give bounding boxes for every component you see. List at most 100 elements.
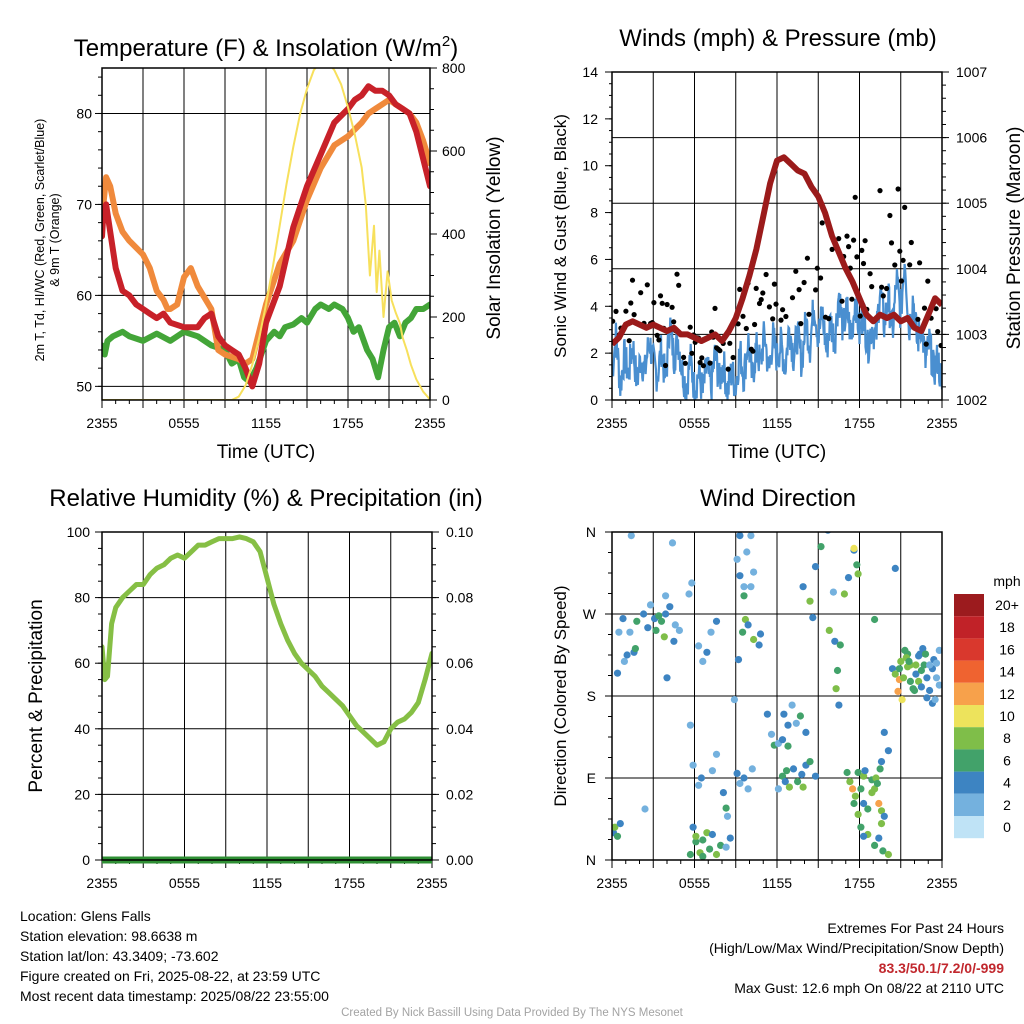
- y-right-axis-label: Station Pressure (Maroon): [1004, 127, 1024, 350]
- legend-label: 16: [999, 641, 1015, 657]
- y-right-tick-label: 800: [442, 60, 466, 76]
- legend-swatch: [954, 771, 984, 794]
- gust-point: [727, 340, 733, 346]
- recent-data-timestamp: Most recent data timestamp: 2025/08/22 2…: [20, 988, 329, 1004]
- y-tick-label: 80: [74, 590, 90, 606]
- direction-point: [895, 665, 904, 673]
- direction-point: [620, 657, 629, 666]
- direction-point: [873, 779, 882, 788]
- y-axis-label: Direction (Colored By Speed): [551, 585, 570, 806]
- x-tick-label: 2355: [416, 875, 447, 891]
- gust-point: [887, 212, 893, 219]
- x-tick-label: 0555: [679, 415, 710, 431]
- x-tick-label: 2355: [596, 875, 627, 891]
- y-right-tick-label: 1005: [956, 195, 987, 211]
- direction-point: [663, 674, 671, 682]
- y-right-tick-label: 0.08: [446, 590, 473, 606]
- direction-point: [888, 665, 897, 673]
- direction-point: [880, 728, 888, 737]
- gust-point: [888, 240, 895, 246]
- direction-point: [811, 563, 820, 571]
- gust-point: [717, 348, 723, 354]
- y-tick-label: W: [583, 606, 597, 622]
- direction-point: [615, 628, 623, 636]
- gust-point: [852, 194, 858, 200]
- gust-point: [623, 308, 629, 314]
- direction-point: [915, 652, 923, 660]
- direction-point: [692, 838, 700, 846]
- direction-point: [879, 847, 887, 855]
- direction-point: [809, 614, 817, 622]
- legend-swatch: [954, 727, 984, 750]
- gust-point: [895, 186, 901, 192]
- y-right-tick-label: 0.10: [446, 524, 473, 540]
- gust-point: [699, 355, 705, 361]
- direction-point: [798, 770, 806, 779]
- y-tick-label: 8: [590, 205, 598, 221]
- gust-point: [676, 282, 682, 288]
- gust-point: [756, 300, 763, 307]
- gust-point: [783, 313, 789, 320]
- x-tick-label: 1755: [844, 415, 875, 431]
- direction-point: [686, 850, 695, 859]
- direction-point: [781, 778, 789, 786]
- gust-point: [793, 268, 799, 274]
- direction-point: [668, 539, 677, 547]
- y-right-tick-label: 400: [442, 226, 466, 242]
- gust-point: [935, 329, 941, 335]
- gust-point: [612, 318, 616, 324]
- direction-point: [613, 832, 622, 840]
- gust-point: [938, 342, 942, 349]
- gust-point: [900, 257, 906, 263]
- gust-point: [753, 285, 759, 291]
- direction-point: [744, 785, 752, 793]
- direction-point: [741, 615, 750, 624]
- station-latlon: Station lat/lon: 43.3409; -73.602: [20, 948, 219, 964]
- direction-point: [789, 765, 798, 773]
- gust-point: [798, 321, 804, 327]
- direction-point: [857, 785, 865, 793]
- direction-point: [833, 666, 842, 675]
- gust-point: [844, 233, 850, 239]
- direction-point: [825, 626, 833, 635]
- direction-point: [719, 789, 728, 797]
- y-tick-label: N: [586, 852, 596, 868]
- direction-point: [844, 574, 853, 582]
- direction-point: [685, 590, 693, 598]
- direction-point: [730, 696, 739, 704]
- direction-point: [652, 626, 660, 635]
- direction-point: [689, 761, 697, 769]
- gust-point: [884, 285, 890, 292]
- legend-swatch: [954, 793, 984, 816]
- direction-point: [796, 712, 805, 720]
- direction-point: [707, 628, 715, 636]
- direction-point: [695, 781, 703, 789]
- x-tick-label: 1755: [332, 415, 363, 431]
- gust-point: [758, 297, 764, 303]
- direction-point: [703, 648, 711, 656]
- gust-point: [818, 275, 824, 281]
- gust-point: [626, 338, 632, 344]
- direction-point: [740, 583, 748, 591]
- direction-point: [920, 661, 928, 669]
- gust-point: [628, 300, 634, 306]
- gust-point: [656, 337, 662, 343]
- credit-line: Created By Nick Bassill Using Data Provi…: [341, 1007, 683, 1019]
- station-info: Location: Glens Falls Station elevation:…: [20, 906, 329, 1006]
- legend-label: 10: [999, 708, 1015, 724]
- extremes-info: Extremes For Past 24 Hours (High/Low/Max…: [709, 918, 1004, 998]
- direction-point: [891, 670, 899, 678]
- gust-point: [750, 348, 756, 354]
- direction-point: [912, 670, 920, 678]
- gust-point: [859, 247, 865, 253]
- direction-point: [876, 765, 884, 773]
- y-right-tick-label: 1003: [956, 326, 987, 342]
- legend-unit: mph: [993, 573, 1020, 589]
- direction-point: [851, 792, 860, 800]
- gust-point: [662, 362, 669, 369]
- direction-point: [926, 686, 934, 695]
- gust-point: [915, 316, 921, 322]
- x-tick-label: 1155: [762, 415, 792, 431]
- legend-swatch: [954, 660, 984, 683]
- direction-point: [850, 799, 858, 808]
